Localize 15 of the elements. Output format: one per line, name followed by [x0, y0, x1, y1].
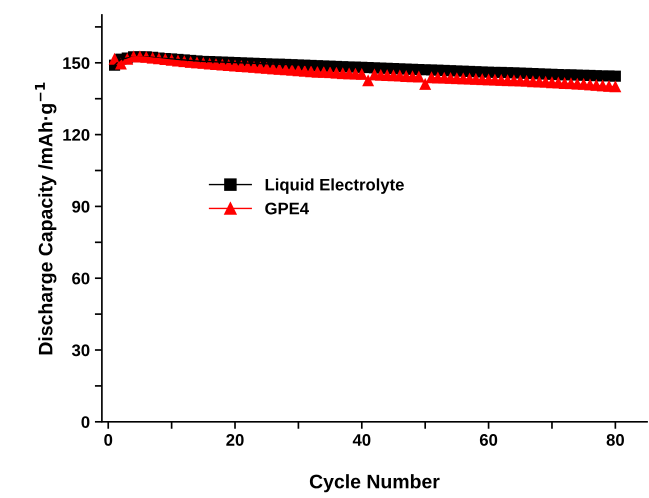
x-tick-label: 60: [480, 434, 498, 446]
x-axis-title: Cycle Number: [310, 474, 440, 492]
y-tick-label: 150: [63, 57, 90, 70]
y-tick-label: 90: [72, 200, 90, 213]
x-tick-label: 0: [104, 434, 112, 446]
x-tick-label: 80: [606, 434, 624, 446]
x-tick-label: 40: [352, 434, 370, 446]
legend-label: GPE4: [265, 202, 309, 214]
y-axis-title: Discharge Capacity /mAh·g$^{−1}$: [34, 82, 56, 354]
y-tick-label: 60: [72, 272, 90, 284]
y-tick-label: 30: [72, 344, 90, 356]
legend-label: Liquid Electrolyte: [266, 178, 404, 194]
x-tick-label: 20: [226, 434, 244, 446]
y-tick-label: 120: [63, 129, 90, 141]
y-tick-label: 0: [81, 416, 90, 428]
